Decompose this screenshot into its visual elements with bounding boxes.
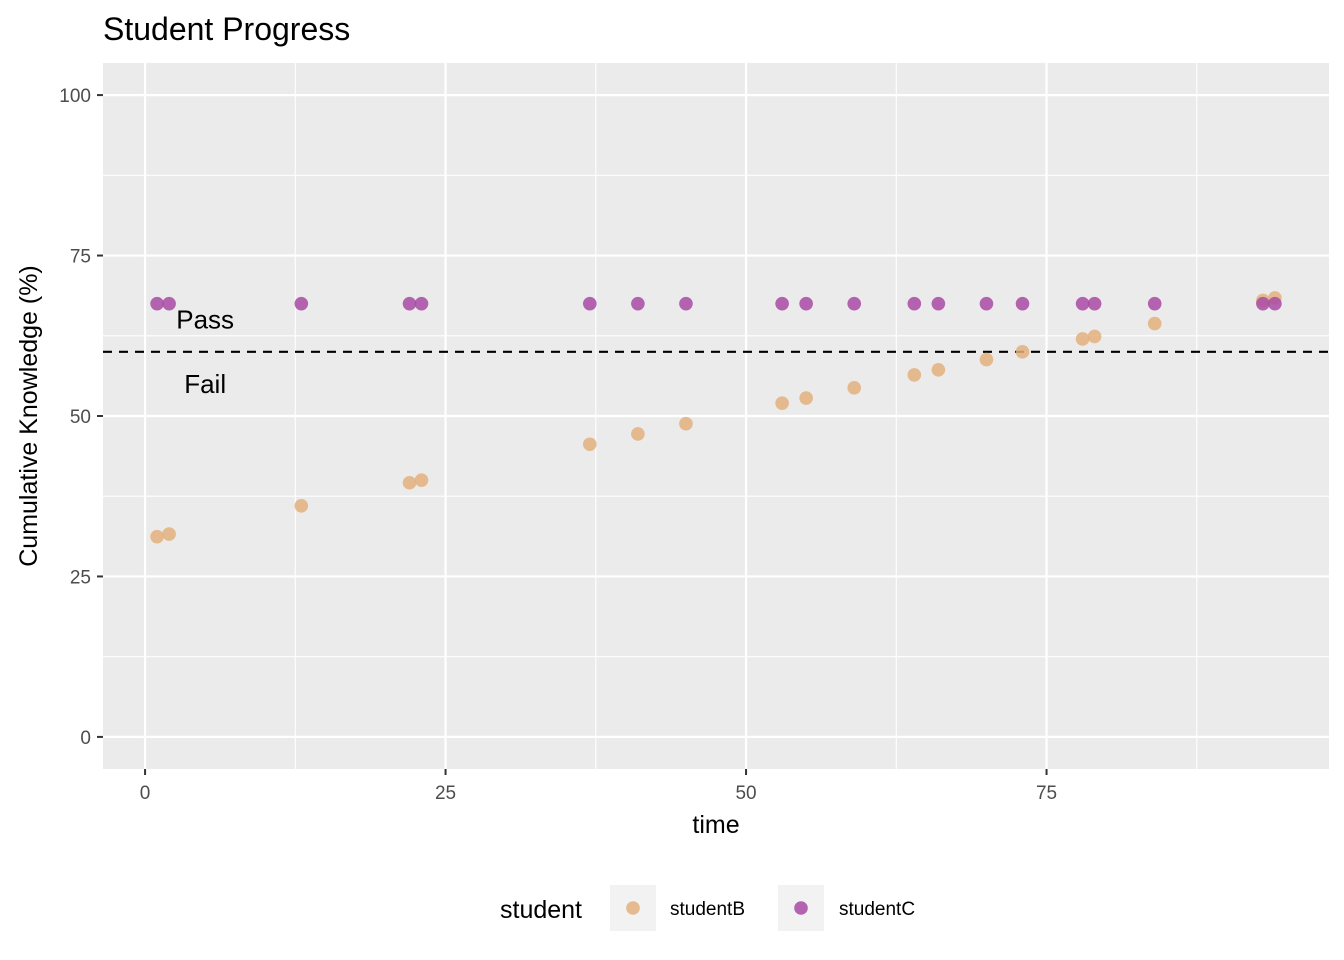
legend-label-studentC: studentC — [839, 899, 915, 920]
studentC-point — [847, 296, 862, 311]
x-axis-title: time — [692, 811, 739, 839]
studentC-point — [294, 296, 309, 311]
studentC-point — [631, 296, 645, 311]
studentB-point — [907, 368, 922, 382]
fail-annotation: Fail — [184, 369, 226, 399]
studentB-point — [162, 527, 176, 541]
studentC-point — [1087, 296, 1102, 311]
studentB-point — [582, 437, 597, 452]
studentC-point — [931, 296, 946, 311]
studentB-point — [631, 427, 645, 441]
studentB-point — [150, 529, 164, 544]
y-axis-title: Cumulative Knowledge (%) — [15, 265, 43, 567]
studentB-point — [1075, 332, 1090, 346]
studentC-point — [1015, 296, 1030, 311]
studentB-point — [979, 352, 994, 367]
x-axis: 0 25 50 75 — [140, 769, 1057, 804]
y-tick-label: 50 — [70, 407, 91, 428]
studentC-point — [1256, 296, 1270, 311]
x-tick-label: 50 — [735, 783, 756, 804]
studentC-point — [775, 296, 789, 311]
studentC-point — [679, 296, 693, 311]
studentC-point — [414, 296, 429, 311]
studentB-point — [1015, 345, 1030, 359]
y-tick-label: 100 — [59, 86, 91, 107]
studentC-point — [979, 296, 994, 311]
legend-title: student — [500, 896, 582, 924]
pass-annotation: Pass — [176, 305, 234, 335]
studentC-point — [907, 296, 922, 311]
studentC-point — [582, 296, 597, 311]
legend-swatch-studentB — [626, 901, 640, 915]
major-gridlines — [103, 63, 1329, 769]
studentB-point — [679, 416, 693, 431]
x-tick-label: 75 — [1036, 783, 1057, 804]
legend-label-studentB: studentB — [670, 899, 745, 920]
y-axis: 0 25 50 75 100 — [59, 86, 103, 749]
x-tick-label: 25 — [435, 783, 456, 804]
y-tick-label: 25 — [70, 567, 91, 588]
legend: student studentB studentC — [500, 885, 915, 931]
studentB-point — [847, 380, 862, 395]
legend-swatch-studentC — [794, 901, 808, 915]
studentB-point — [1147, 316, 1162, 331]
studentB-point — [294, 499, 309, 513]
studentB-point — [414, 473, 429, 487]
studentC-point — [799, 296, 813, 311]
studentC-point — [1075, 296, 1090, 311]
studentB-point — [402, 475, 417, 490]
annotation-layer: Pass Fail — [176, 305, 234, 399]
y-tick-label: 75 — [70, 247, 91, 268]
studentC-point — [1147, 296, 1162, 311]
x-tick-label: 0 — [140, 783, 151, 804]
studentB-point — [799, 391, 813, 405]
studentB-point — [775, 396, 789, 410]
points-layer — [150, 291, 1282, 544]
chart-title: Student Progress — [103, 11, 350, 47]
studentC-point — [150, 296, 164, 311]
studentB-point — [1087, 329, 1102, 344]
studentB-point — [931, 362, 946, 377]
studentC-point — [402, 296, 417, 311]
studentC-point — [162, 296, 176, 311]
y-tick-label: 0 — [80, 728, 91, 749]
studentC-point — [1268, 296, 1282, 311]
